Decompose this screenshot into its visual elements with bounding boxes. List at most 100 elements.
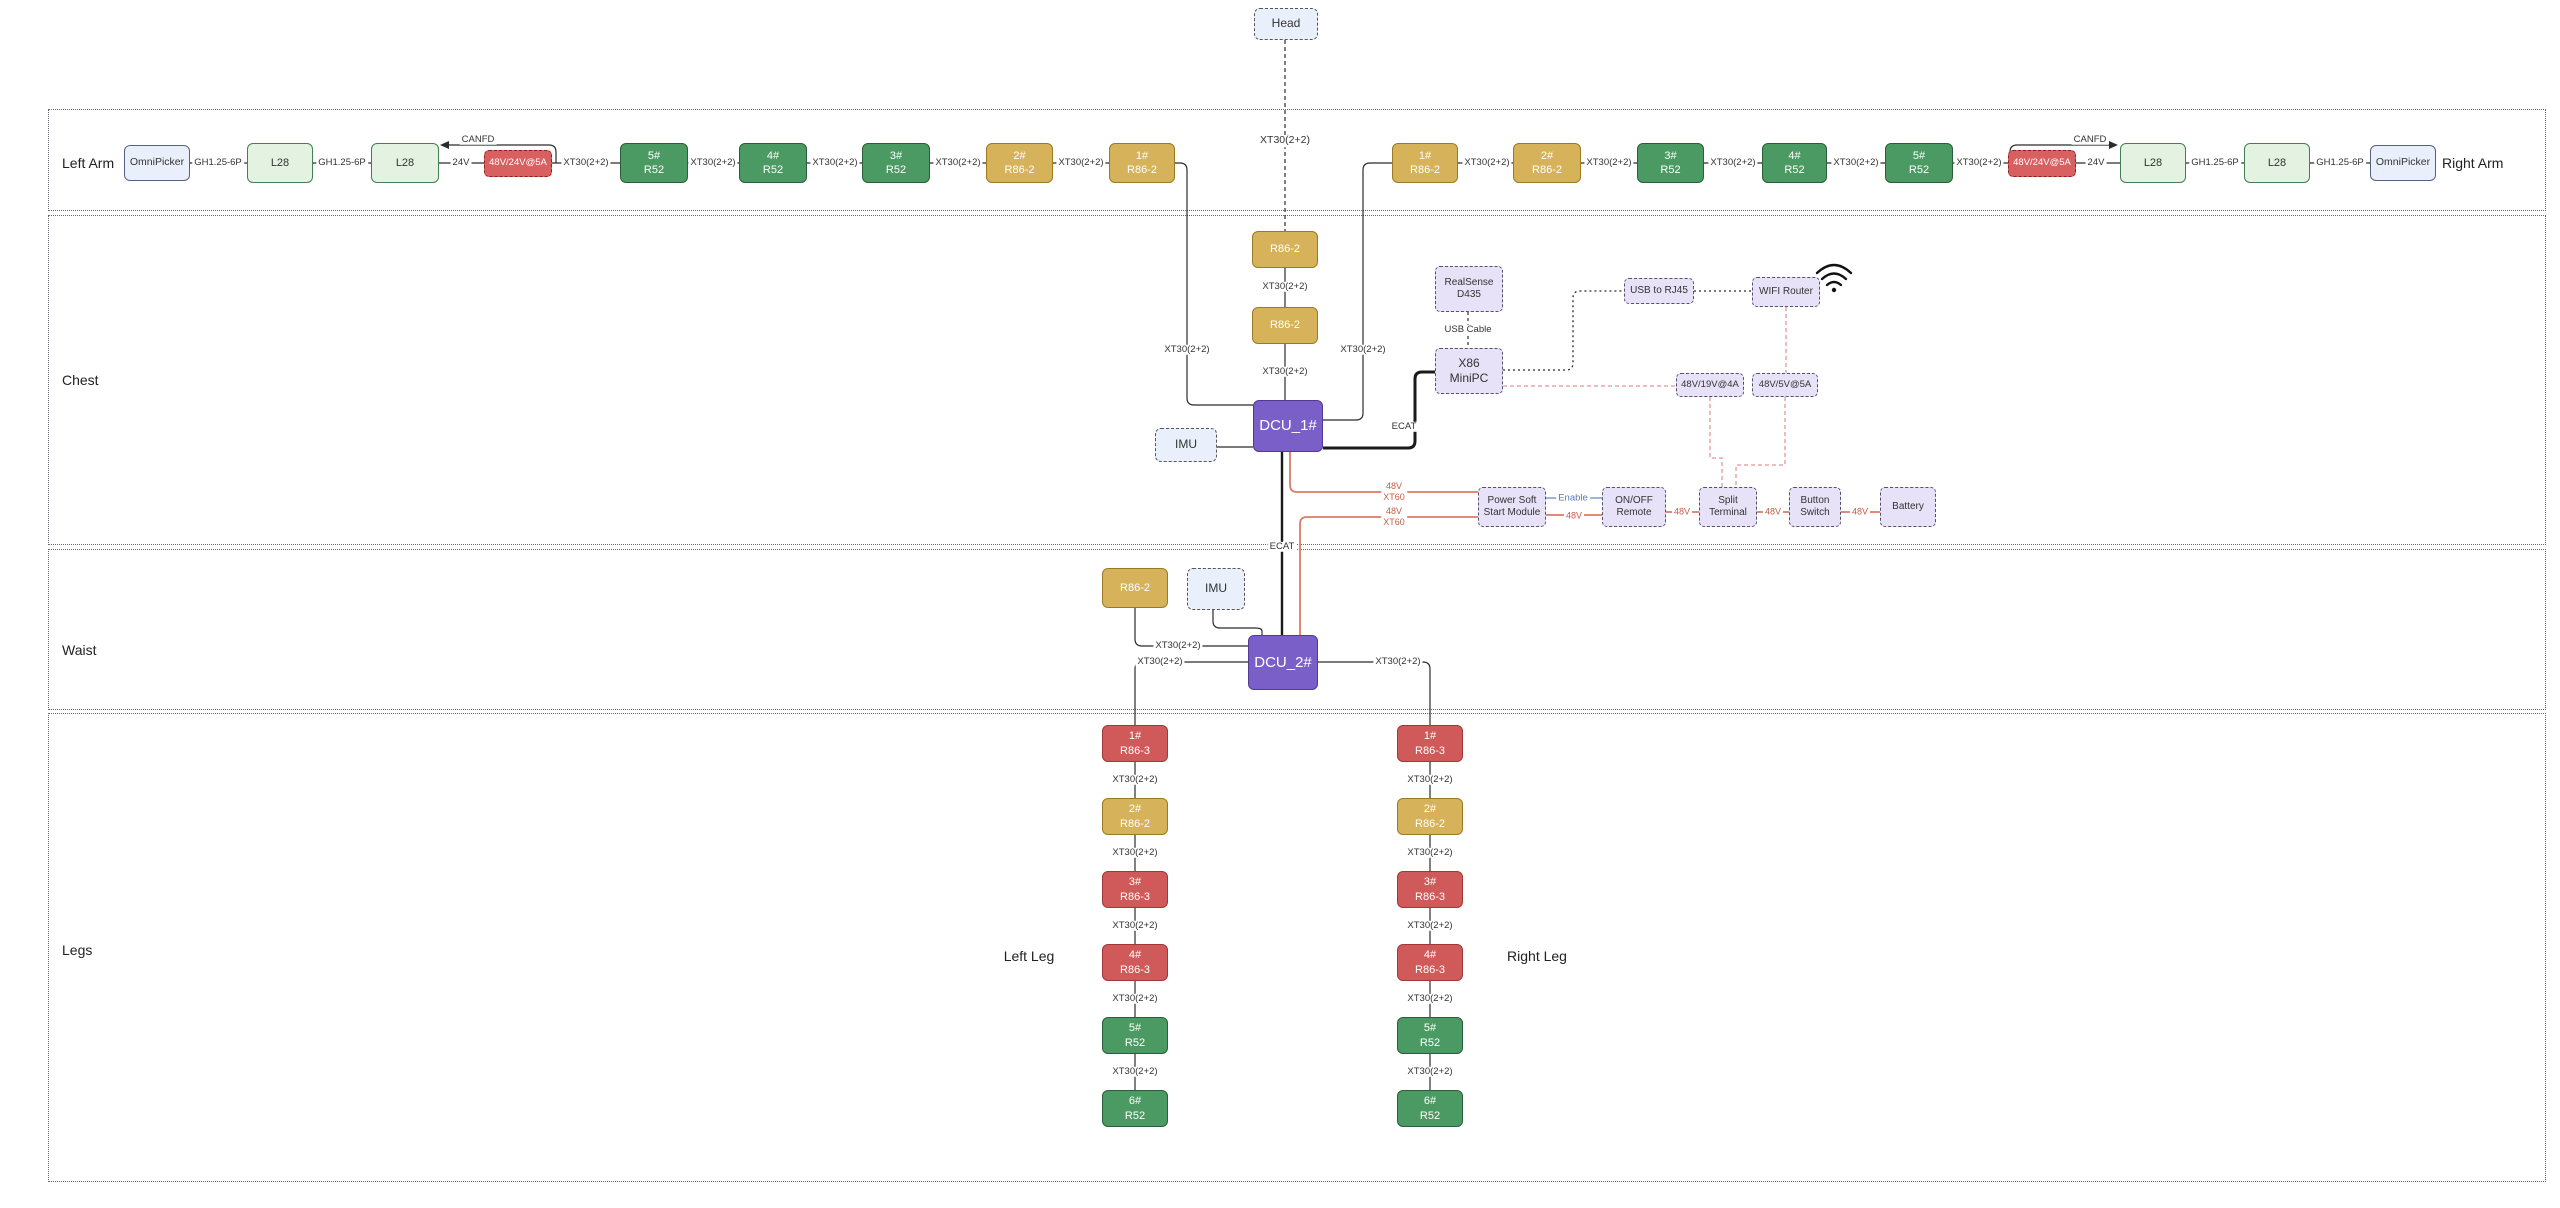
connector-label: XT30(2+2) bbox=[1110, 1065, 1160, 1078]
connector-label: GH1.25-6P bbox=[2314, 156, 2366, 169]
right-leg-joint-5: 5# R52 bbox=[1397, 1017, 1463, 1054]
chest-r86-top: R86-2 bbox=[1252, 231, 1318, 268]
power-line-label-48v: 48V bbox=[1563, 510, 1585, 522]
power-split-terminal: Split Terminal bbox=[1699, 487, 1757, 527]
left-arm-power-converter: 48V/24V@5A bbox=[484, 150, 552, 177]
connector-label: GH1.25-6P bbox=[192, 156, 244, 169]
left-arm-joint-2: 2# R86-2 bbox=[986, 143, 1053, 183]
left-arm-joint-1: 1# R86-2 bbox=[1109, 143, 1175, 183]
connector-label: XT30(2+2) bbox=[1260, 280, 1310, 293]
right-leg-joint-6: 6# R52 bbox=[1397, 1090, 1463, 1127]
chest-usb-to-rj45: USB to RJ45 bbox=[1624, 278, 1694, 304]
left-leg-joint-1: 1# R86-3 bbox=[1102, 725, 1168, 762]
connector-label: XT30(2+2) bbox=[1405, 773, 1455, 786]
section-label-right-arm: Right Arm bbox=[2442, 155, 2504, 171]
section-waist bbox=[48, 549, 2546, 710]
power-line-label-48v: 48V bbox=[1849, 506, 1871, 518]
connector-label: XT30(2+2) bbox=[1405, 919, 1455, 932]
connector-label: XT30(2+2) bbox=[1056, 156, 1106, 169]
connector-label: XT30(2+2) bbox=[933, 156, 983, 169]
section-chest bbox=[48, 215, 2546, 545]
wifi-icon bbox=[1815, 263, 1853, 293]
connector-label: 24V bbox=[2085, 156, 2107, 169]
left-arm-l28-1: L28 bbox=[247, 143, 313, 183]
right-arm-joint-5: 5# R52 bbox=[1885, 143, 1953, 183]
label-right-leg: Right Leg bbox=[1507, 948, 1567, 964]
connector-label: XT30(2+2) bbox=[1405, 992, 1455, 1005]
right-leg-joint-4: 4# R86-3 bbox=[1397, 944, 1463, 981]
connector-label: XT30(2+2) bbox=[1162, 343, 1212, 356]
chest-wifi-router: WIFI Router bbox=[1752, 277, 1820, 307]
left-leg-joint-3: 3# R86-3 bbox=[1102, 871, 1168, 908]
chest-dcu1: DCU_1# bbox=[1253, 400, 1323, 452]
canfd-left-arrow bbox=[440, 141, 449, 149]
section-label-chest: Chest bbox=[62, 372, 99, 388]
chest-conv-5v: 48V/5V@5A bbox=[1752, 373, 1818, 397]
connector-label: XT30(2+2) bbox=[1338, 343, 1388, 356]
connector-label: XT30(2+2) bbox=[1405, 1065, 1455, 1078]
power-line-label-48v-xt60-1: 48V XT60 bbox=[1381, 481, 1407, 503]
chest-imu: IMU bbox=[1155, 428, 1217, 462]
right-arm-omnipicker: OmniPicker bbox=[2370, 145, 2436, 181]
chest-r86-mid: R86-2 bbox=[1252, 307, 1318, 344]
right-arm-joint-3: 3# R52 bbox=[1637, 143, 1704, 183]
left-leg-joint-5: 5# R52 bbox=[1102, 1017, 1168, 1054]
left-leg-joint-2: 2# R86-2 bbox=[1102, 798, 1168, 835]
power-line-label-48v: 48V bbox=[1671, 506, 1693, 518]
connector-label: GH1.25-6P bbox=[2189, 156, 2241, 169]
power-line-label-48v: 48V bbox=[1762, 506, 1784, 518]
connector-label: XT30(2+2) bbox=[810, 156, 860, 169]
section-label-legs: Legs bbox=[62, 942, 93, 958]
canfd-label-left: CANFD bbox=[459, 133, 497, 146]
connector-label: XT30(2+2) bbox=[688, 156, 738, 169]
connector-label: XT30(2+2) bbox=[1110, 846, 1160, 859]
usb-cable-label: USB Cable bbox=[1442, 323, 1494, 336]
connector-label-head-xt30: XT30(2+2) bbox=[1258, 134, 1312, 147]
label-left-leg: Left Leg bbox=[1003, 948, 1055, 964]
connector-label: XT30(2+2) bbox=[1954, 156, 2004, 169]
left-arm-joint-4: 4# R52 bbox=[739, 143, 807, 183]
right-arm-joint-1: 1# R86-2 bbox=[1392, 143, 1458, 183]
node-head: Head bbox=[1254, 8, 1318, 40]
chest-conv-19v: 48V/19V@4A bbox=[1676, 373, 1744, 397]
ecat-label-x86: ECAT bbox=[1389, 420, 1419, 433]
waist-imu: IMU bbox=[1187, 568, 1245, 610]
right-leg-joint-3: 3# R86-3 bbox=[1397, 871, 1463, 908]
section-label-left-arm: Left Arm bbox=[62, 155, 115, 171]
chest-realsense: RealSense D435 bbox=[1435, 266, 1503, 312]
power-line-label-48v-xt60-2: 48V XT60 bbox=[1381, 506, 1407, 528]
right-arm-power-converter: 48V/24V@5A bbox=[2008, 150, 2076, 177]
connector-label: XT30(2+2) bbox=[1584, 156, 1634, 169]
right-arm-l28-2: L28 bbox=[2244, 143, 2310, 183]
power-onoff-remote: ON/OFF Remote bbox=[1602, 487, 1666, 527]
connector-label: 24V bbox=[450, 156, 472, 169]
connector-label: XT30(2+2) bbox=[1831, 156, 1881, 169]
power-soft-start-module: Power Soft Start Module bbox=[1478, 487, 1546, 527]
waist-r86: R86-2 bbox=[1102, 568, 1168, 608]
section-legs bbox=[48, 713, 2546, 1182]
connector-label: XT30(2+2) bbox=[1373, 655, 1423, 668]
connector-label: XT30(2+2) bbox=[1110, 773, 1160, 786]
left-arm-joint-5: 5# R52 bbox=[620, 143, 688, 183]
right-arm-l28-1: L28 bbox=[2120, 143, 2186, 183]
connector-label: XT30(2+2) bbox=[1135, 655, 1185, 668]
left-leg-joint-6: 6# R52 bbox=[1102, 1090, 1168, 1127]
left-leg-joint-4: 4# R86-3 bbox=[1102, 944, 1168, 981]
connector-label: XT30(2+2) bbox=[1708, 156, 1758, 169]
connector-label: XT30(2+2) bbox=[1110, 919, 1160, 932]
connector-label: XT30(2+2) bbox=[1110, 992, 1160, 1005]
connector-label: XT30(2+2) bbox=[1153, 639, 1203, 652]
connector-label: XT30(2+2) bbox=[1462, 156, 1512, 169]
connector-label: GH1.25-6P bbox=[316, 156, 368, 169]
power-button-switch: Button Switch bbox=[1789, 487, 1841, 527]
connector-label: XT30(2+2) bbox=[561, 156, 611, 169]
canfd-right-arrow bbox=[2109, 141, 2118, 149]
ecat-label-spine: ECAT bbox=[1267, 540, 1297, 553]
power-battery: Battery bbox=[1880, 487, 1936, 527]
enable-label: Enable bbox=[1556, 492, 1590, 504]
waist-dcu2: DCU_2# bbox=[1248, 635, 1318, 690]
left-arm-l28-2: L28 bbox=[371, 143, 439, 183]
section-arms bbox=[48, 109, 2546, 211]
left-arm-joint-3: 3# R52 bbox=[862, 143, 930, 183]
